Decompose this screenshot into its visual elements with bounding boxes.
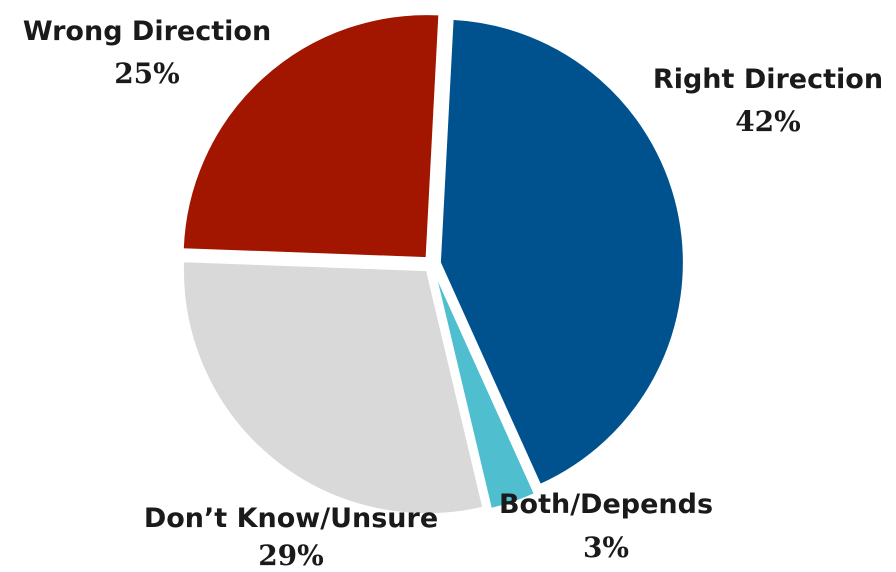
- slice-value-both-depends: 3%: [583, 531, 629, 564]
- slice-label-dont-know-unsure: Don’t Know/Unsure: [144, 503, 438, 534]
- slice-value-right-direction: 42%: [735, 105, 801, 138]
- pie-slices: [181, 13, 685, 516]
- slice-label-right-direction: Right Direction: [653, 64, 883, 95]
- slice-label-both-depends: Both/Depends: [499, 489, 713, 520]
- slice-value-wrong-direction: 25%: [114, 57, 180, 90]
- pie-slice-don-t-know-unsure: [181, 260, 485, 516]
- slice-value-dont-know-unsure: 29%: [258, 539, 324, 572]
- pie-labels: Right Direction 42% Both/Depends 3% Don’…: [23, 16, 883, 572]
- pie-slice-both-depends: [433, 271, 537, 511]
- pie-slice-right-direction: [438, 17, 685, 487]
- slice-label-wrong-direction: Wrong Direction: [23, 16, 271, 47]
- pie-slice-wrong-direction: [181, 13, 441, 260]
